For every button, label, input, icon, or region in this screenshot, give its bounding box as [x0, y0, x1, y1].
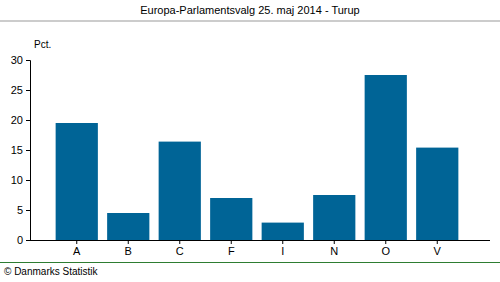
bar — [159, 142, 201, 240]
y-tick-mark — [26, 240, 30, 241]
x-tick: A — [73, 240, 81, 257]
y-tick-label: 10 — [11, 174, 23, 186]
y-tick-mark — [26, 150, 30, 151]
footer-rule — [0, 262, 500, 263]
y-tick: 30 — [11, 54, 30, 66]
y-axis-line — [26, 61, 31, 241]
x-tick: O — [381, 240, 390, 257]
bar — [210, 198, 252, 240]
x-tick: F — [228, 240, 235, 257]
chart: Europa-Parlamentsvalg 25. maj 2014 - Tur… — [0, 0, 500, 282]
x-tick-label: V — [434, 245, 442, 257]
y-axis: 0 5 10 15 20 25 30 — [11, 54, 31, 246]
x-tick-label: B — [125, 245, 132, 257]
y-tick-mark — [26, 90, 30, 91]
y-tick: 0 — [17, 234, 30, 246]
x-tick: I — [281, 240, 284, 257]
x-axis: ABCFINOV — [30, 240, 490, 257]
title: Europa-Parlamentsvalg 25. maj 2014 - Tur… — [140, 4, 360, 16]
y-tick-label: 20 — [11, 114, 23, 126]
title-rule — [0, 21, 500, 22]
y-axis-title: Pct. — [34, 39, 51, 50]
y-tick-mark — [26, 60, 30, 61]
bar — [262, 223, 304, 240]
y-tick: 5 — [17, 204, 30, 216]
x-tick: N — [330, 240, 338, 257]
bar — [416, 148, 458, 240]
y-tick-label: 5 — [17, 204, 23, 216]
x-tick-label: O — [381, 245, 390, 257]
bar — [313, 195, 355, 240]
bar — [107, 213, 149, 240]
x-tick-label: A — [73, 245, 81, 257]
y-tick-label: 30 — [11, 54, 23, 66]
y-tick: 10 — [11, 174, 30, 186]
y-tick-label: 25 — [11, 84, 23, 96]
y-tick-mark — [26, 180, 30, 181]
y-tick-mark — [26, 120, 30, 121]
annotation: © Danmarks Statistik — [4, 266, 99, 277]
y-tick-label: 0 — [17, 234, 23, 246]
y-tick-label: 15 — [11, 144, 23, 156]
x-tick-label: N — [330, 245, 338, 257]
bar — [365, 75, 407, 240]
x-tick: V — [434, 240, 442, 257]
y-tick: 20 — [11, 114, 30, 126]
x-axis-line — [30, 240, 490, 241]
y-tick: 15 — [11, 144, 30, 156]
x-tick: C — [176, 240, 184, 257]
y-tick: 25 — [11, 84, 30, 96]
bars — [56, 75, 459, 240]
bar — [56, 123, 98, 240]
x-tick-label: F — [228, 245, 235, 257]
x-tick-label: I — [281, 245, 284, 257]
y-tick-mark — [26, 210, 30, 211]
x-tick: B — [125, 240, 132, 257]
x-tick-label: C — [176, 245, 184, 257]
